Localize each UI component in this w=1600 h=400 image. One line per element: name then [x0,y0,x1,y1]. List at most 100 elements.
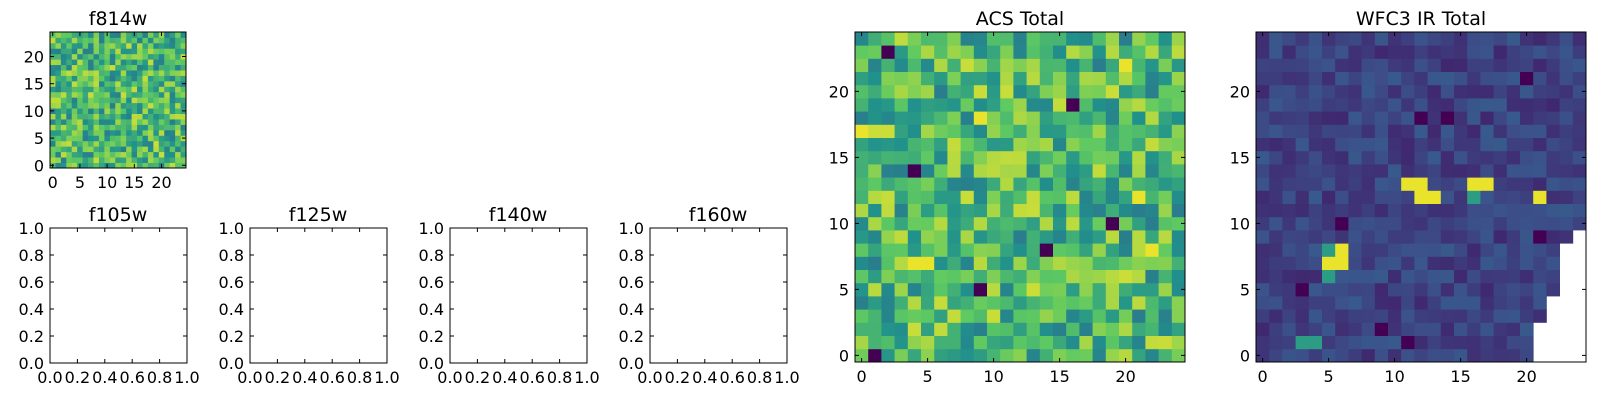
heatmap-cell [1506,124,1521,138]
heatmap-cell [137,59,143,66]
heatmap-cell [1026,216,1041,231]
heatmap-cell [1480,296,1494,310]
heatmap-cell [1308,309,1323,323]
heatmap-cell [1158,150,1173,165]
heatmap-cell [1308,256,1323,270]
heatmap-cell [1039,256,1054,270]
heatmap-cell [180,151,187,158]
heatmap-cell [1092,203,1107,218]
heatmap-cell [1467,150,1481,165]
heatmap-cell [1520,282,1534,297]
heatmap-cell [1506,164,1521,178]
heatmap-cell [180,140,187,147]
heatmap-cell [1066,111,1080,125]
heatmap-cell [1361,84,1376,99]
heatmap-cell [77,146,84,153]
heatmap-cell [71,113,78,120]
heatmap-cell [1158,124,1173,138]
x-tick-label: 0.4 [292,368,317,387]
heatmap-cell [973,32,988,46]
heatmap-cell [1158,45,1173,59]
heatmap-cell [115,146,122,153]
heatmap-cell [1493,98,1508,112]
heatmap-cell [104,42,111,49]
heatmap-cell [169,42,176,49]
heatmap-cell [987,177,1001,191]
heatmap-cell [1361,296,1376,310]
heatmap-cell [88,32,94,38]
x-tick-label: 0 [48,173,58,192]
heatmap-cell [1335,282,1349,297]
heatmap-cell [1401,256,1415,270]
heatmap-cell [1427,216,1442,231]
heatmap-cell [947,322,961,336]
heatmap-cell [169,48,176,55]
heatmap-cell [1000,150,1014,165]
heatmap-cell [1039,98,1054,112]
heatmap-cell [960,190,975,204]
heatmap-cell [1388,111,1402,125]
heatmap-cell [1119,45,1133,59]
heatmap-cell [82,97,89,104]
heatmap-cell [1013,348,1027,363]
heatmap-cell [126,113,132,120]
heatmap-cell [1427,322,1442,336]
heatmap-cell [1145,71,1159,86]
heatmap-cell [1440,216,1455,231]
heatmap-cell [1427,150,1442,165]
heatmap-cell [147,42,154,49]
heatmap-cell [137,108,143,114]
heatmap-cell [1414,203,1428,218]
heatmap-cell [71,48,78,55]
heatmap-cell [88,162,94,169]
heatmap-cell [1092,230,1107,244]
heatmap-cell [1493,45,1508,59]
heatmap-cell [109,53,116,60]
heatmap-cell [60,86,67,93]
heatmap-cell [1440,348,1455,363]
heatmap-cell [1361,137,1376,152]
heatmap-cell [881,243,895,257]
heatmap-cell [82,102,89,109]
heatmap-cell [158,135,165,142]
heatmap-cell [1440,164,1455,178]
heatmap-cell [934,98,948,112]
heatmap-cell [1039,348,1054,363]
heatmap-cell [921,216,935,231]
heatmap-cell [115,64,122,71]
heatmap-cell [120,108,127,114]
heatmap-cell [1256,243,1270,257]
heatmap-cell [1039,335,1054,350]
heatmap-cell [109,75,116,82]
heatmap-cell [960,111,975,125]
heatmap-cell [1493,124,1508,138]
heatmap-cell [921,98,935,112]
heatmap-cell [1335,84,1349,99]
heatmap-cell [180,129,187,136]
heatmap-cell [88,146,94,153]
heatmap-cell [1066,322,1080,336]
heatmap-cell [987,216,1001,231]
heatmap-cell [153,135,160,142]
heatmap-cell [169,37,176,44]
heatmap-cell [1546,45,1560,59]
heatmap-cell [153,59,160,66]
heatmap-cell [1105,32,1120,46]
heatmap-cell [1145,309,1159,323]
heatmap-cell [907,177,922,191]
heatmap-cell [169,119,176,125]
heatmap-cell [947,111,961,125]
heatmap-cell [1506,111,1521,125]
heatmap-cell [1414,348,1428,363]
heatmap-cell [960,124,975,138]
panel-f105w: f105w 0.0 0.2 0.4 0.6 0.8 1.00.00.20.40.60.81… [19,204,200,387]
heatmap-cell [1454,243,1468,257]
heatmap-cell [907,98,922,112]
heatmap-cell [1171,335,1186,350]
heatmap-cell [1414,71,1428,86]
y-tick-label: 20 [1230,82,1250,101]
heatmap-cell [1427,124,1442,138]
heatmap-cell [137,124,143,131]
heatmap-cell [881,84,895,99]
heatmap-cell [1401,150,1415,165]
